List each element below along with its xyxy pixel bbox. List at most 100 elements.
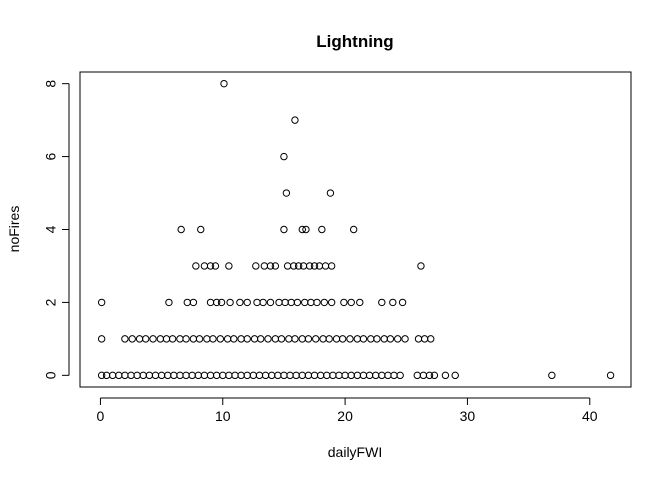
data-point [271,335,280,343]
data-point [367,335,375,343]
data-point [307,298,315,307]
data-point [282,189,291,197]
data-point [451,371,459,380]
data-point [291,335,299,343]
data-point [441,371,450,380]
y-axis: 0 2 4 6 8 [43,80,70,379]
data-point [194,371,202,380]
chart-title: Lightning [316,32,393,51]
data-point [266,298,275,307]
data-point [302,225,310,234]
data-point [417,262,425,270]
y-tick-label: 6 [43,152,59,160]
data-point [230,335,238,343]
data-point [127,371,135,380]
data-point [170,371,178,380]
data-point [394,335,402,343]
data-point [151,371,160,380]
data-point [291,116,299,124]
data-point [121,371,129,380]
y-axis-label: noFires [6,206,22,253]
data-point [206,298,215,307]
data-point [162,335,171,343]
data-point [164,371,172,380]
data-point [298,335,306,343]
data-point [373,335,381,343]
data-point [384,371,392,380]
data-point [281,298,289,307]
data-point [176,371,184,380]
data-point [268,371,276,380]
data-point [216,335,225,343]
data-point [128,335,136,343]
data-point [231,371,239,380]
data-point [253,298,261,307]
data-point [298,371,306,380]
data-point [243,371,251,380]
data-point [260,262,269,270]
data-point [209,335,217,343]
data-point [346,335,354,343]
data-point [420,335,429,343]
data-point [176,335,184,343]
data-point [326,189,335,197]
data-point [271,262,280,270]
data-point [217,298,226,307]
data-point [378,298,386,307]
data-point [293,298,302,307]
data-point [274,371,282,380]
data-point [285,335,293,343]
data-point [237,371,245,380]
data-point [220,79,228,88]
data-point [133,371,141,380]
data-point [321,262,330,270]
data-point [280,225,288,234]
data-point [177,225,185,234]
data-point [183,298,191,307]
data-point [359,335,368,343]
data-point [327,262,336,270]
data-point [335,371,343,380]
data-point [165,298,173,307]
data-point [250,335,259,343]
data-point [327,298,336,307]
data-point [141,335,150,343]
data-point [225,371,233,380]
data-point [168,335,177,343]
data-point [286,371,294,380]
data-point [256,335,265,343]
data-point [145,371,154,380]
data-point [156,335,165,343]
data-point [292,371,300,380]
data-point [353,335,362,343]
data-point [548,371,556,380]
data-point [212,371,221,380]
data-point [108,371,117,380]
x-tick-label: 20 [337,408,353,424]
data-point [319,335,327,343]
x-tick-label: 0 [97,408,105,424]
data-point [606,371,615,380]
x-tick-label: 10 [215,408,231,424]
data-point [283,262,292,270]
data-point [329,371,337,380]
data-point [341,371,349,380]
data-point [139,371,147,380]
data-point [206,371,215,380]
data-point [365,371,374,380]
data-point [261,371,270,380]
data-point [386,335,395,343]
data-point [211,262,220,270]
data-point [264,335,272,343]
data-point [97,371,106,380]
data-point [389,298,397,307]
data-point [249,371,258,380]
data-point [390,371,398,380]
data-point [401,335,409,343]
data-point [189,298,198,307]
data-point [323,371,331,380]
data-point [121,335,129,343]
data-point [182,335,190,343]
data-point [340,298,348,307]
